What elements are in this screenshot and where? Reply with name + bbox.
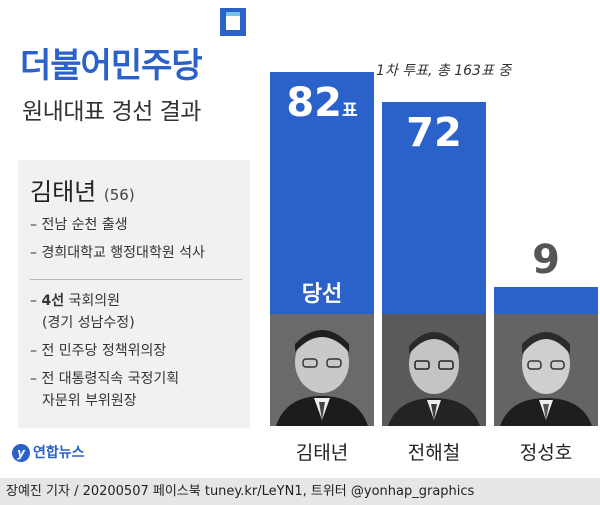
chart-subtitle: 원내대표 경선 결과 (22, 99, 201, 125)
profile-name-text: 김태년 (30, 178, 97, 206)
value-number-kim: 82 (286, 80, 343, 126)
profile-age: (56) (103, 186, 135, 204)
graphic-panel: 더불어민주당 원내대표 경선 결과 1차 투표, 총 163표 중 김태년 (5… (12, 6, 598, 464)
profile-term-bold: 4선 (41, 293, 65, 309)
agency-name: 연합뉴스 (33, 445, 85, 461)
profile-term: – 4선 국회의원 (30, 290, 120, 312)
agency-logo: y 연합뉴스 (12, 442, 85, 462)
profile-district: (경기 성남수정) (42, 315, 135, 331)
party-title: 더불어민주당 (20, 46, 203, 86)
profile-bluehouse-2: 자문위 부위원장 (42, 393, 137, 409)
candidate-label-kim: 김태년 (295, 442, 349, 464)
portrait-jeon (382, 314, 486, 426)
portrait-jeong (494, 314, 598, 426)
profile-name: 김태년 (56) (30, 172, 135, 207)
bar-jeon (382, 101, 486, 314)
elected-label: 당선 (301, 282, 343, 307)
agency-glyph-icon: y (12, 444, 30, 462)
value-number-jeong: 9 (532, 237, 560, 284)
profile-term-dash: – (30, 293, 42, 309)
profile-policy: – 전 민주당 정책위의장 (30, 343, 167, 359)
vote-info: 1차 투표, 총 163표 중 (376, 63, 512, 79)
value-label-kim: 82표 (270, 80, 374, 126)
candidate-label-jeong: 정성호 (519, 442, 573, 464)
profile-divider (30, 279, 242, 280)
value-label-jeong: 9 (494, 237, 598, 283)
value-unit: 표 (342, 101, 358, 121)
candidate-label-jeon: 전해철 (407, 442, 461, 464)
portrait-kim (270, 314, 374, 426)
value-label-jeon: 72 (382, 110, 486, 156)
profile-bluehouse-1: – 전 대통령직속 국정기획 (30, 371, 180, 387)
party-logo-icon (218, 6, 248, 38)
credit-footer: 장예진 기자 / 20200507 페이스북 tuney.kr/LeYN1, 트… (0, 478, 600, 505)
value-number-jeon: 72 (406, 109, 462, 156)
profile-education: – 경희대학교 행정대학원 석사 (30, 245, 205, 261)
bar-kim (270, 72, 374, 314)
profile-term-rest: 국회의원 (64, 293, 121, 309)
winner-profile: 김태년 (56) – 전남 순천 출생 – 경희대학교 행정대학원 석사 – 4… (18, 160, 250, 428)
profile-birthplace: – 전남 순천 출생 (30, 217, 128, 233)
bar-jeong (494, 287, 598, 314)
